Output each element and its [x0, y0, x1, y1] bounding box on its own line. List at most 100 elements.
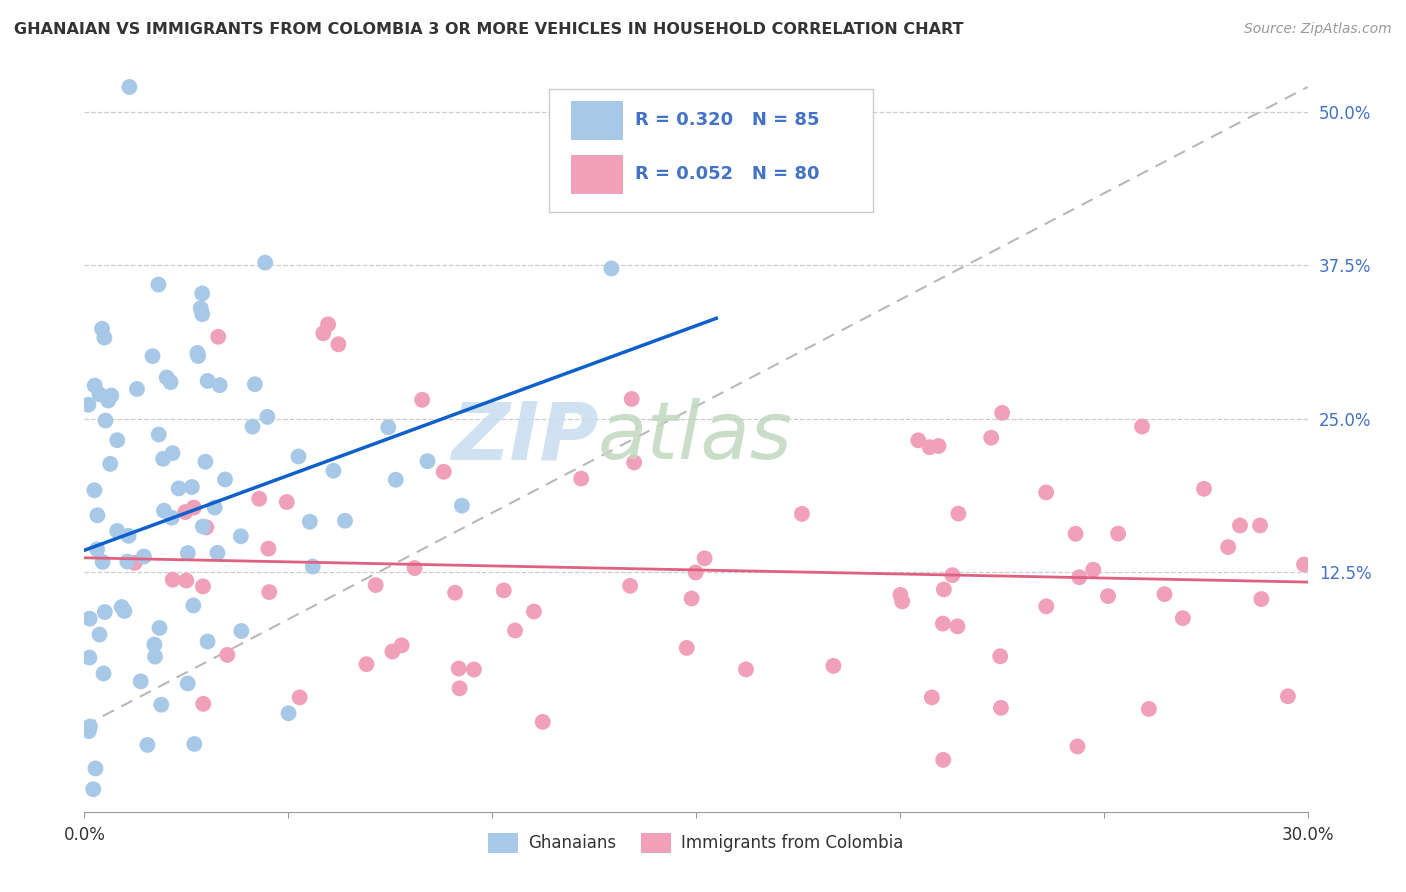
- Point: [167, 482, 190, 496]
- Point: [177, 546, 200, 560]
- Point: [177, 676, 200, 690]
- Point: [125, 382, 148, 396]
- Point: [117, 529, 139, 543]
- Point: [391, 638, 413, 652]
- Point: [129, 674, 152, 689]
- Point: [194, 455, 217, 469]
- Point: [569, 472, 592, 486]
- Legend: Ghanaians, Immigrants from Colombia: Ghanaians, Immigrants from Colombia: [481, 826, 911, 860]
- Point: [132, 549, 155, 564]
- Point: [463, 663, 485, 677]
- Point: [93, 666, 115, 681]
- Point: [932, 582, 955, 597]
- Point: [384, 473, 406, 487]
- Text: GHANAIAN VS IMMIGRANTS FROM COLOMBIA 3 OR MORE VEHICLES IN HOUSEHOLD CORRELATION: GHANAIAN VS IMMIGRANTS FROM COLOMBIA 3 O…: [14, 22, 963, 37]
- Point: [322, 464, 344, 478]
- Point: [150, 698, 173, 712]
- Point: [86, 542, 108, 557]
- Point: [991, 406, 1014, 420]
- Point: [444, 586, 467, 600]
- Point: [136, 738, 159, 752]
- Point: [1064, 526, 1087, 541]
- Point: [190, 301, 212, 316]
- Point: [356, 657, 378, 672]
- Point: [181, 599, 204, 613]
- Point: [932, 616, 955, 631]
- Point: [89, 627, 111, 641]
- Point: [187, 349, 209, 363]
- Point: [1192, 482, 1215, 496]
- Point: [416, 454, 439, 468]
- Point: [1137, 702, 1160, 716]
- Point: [214, 473, 236, 487]
- Point: [1292, 558, 1315, 572]
- Point: [364, 578, 387, 592]
- Point: [229, 529, 252, 543]
- Point: [79, 650, 101, 665]
- Point: [153, 504, 176, 518]
- Point: [675, 640, 697, 655]
- Point: [990, 701, 1012, 715]
- Point: [1250, 592, 1272, 607]
- Point: [254, 255, 277, 269]
- Point: [948, 507, 970, 521]
- Point: [118, 80, 141, 95]
- Point: [143, 638, 166, 652]
- Point: [204, 500, 226, 515]
- FancyBboxPatch shape: [550, 88, 873, 212]
- Point: [619, 579, 641, 593]
- Point: [148, 427, 170, 442]
- Point: [98, 457, 121, 471]
- Point: [160, 510, 183, 524]
- Point: [404, 561, 426, 575]
- Point: [503, 624, 526, 638]
- Point: [217, 648, 239, 662]
- Text: Source: ZipAtlas.com: Source: ZipAtlas.com: [1244, 22, 1392, 37]
- Point: [207, 546, 229, 560]
- Point: [183, 737, 205, 751]
- Point: [256, 409, 278, 424]
- Point: [191, 579, 214, 593]
- Point: [1035, 485, 1057, 500]
- Point: [159, 375, 181, 389]
- Point: [197, 374, 219, 388]
- Point: [1069, 570, 1091, 584]
- Point: [1216, 540, 1239, 554]
- Point: [174, 505, 197, 519]
- Point: [117, 555, 139, 569]
- Point: [988, 649, 1011, 664]
- Point: [243, 377, 266, 392]
- Point: [148, 817, 170, 831]
- Point: [231, 624, 253, 638]
- Point: [600, 261, 623, 276]
- Point: [333, 514, 356, 528]
- Point: [83, 378, 105, 392]
- Point: [921, 690, 943, 705]
- Point: [298, 515, 321, 529]
- Point: [191, 519, 214, 533]
- Point: [299, 817, 322, 831]
- Point: [152, 451, 174, 466]
- Point: [381, 644, 404, 658]
- Point: [823, 659, 845, 673]
- Y-axis label: 3 or more Vehicles in Household: 3 or more Vehicles in Household: [0, 313, 7, 561]
- Point: [1107, 526, 1129, 541]
- Point: [889, 588, 911, 602]
- Point: [124, 556, 146, 570]
- Point: [186, 346, 208, 360]
- Point: [316, 318, 339, 332]
- Point: [94, 817, 117, 831]
- Point: [242, 419, 264, 434]
- Point: [197, 634, 219, 648]
- Point: [259, 585, 281, 599]
- Point: [328, 337, 350, 351]
- Point: [1130, 419, 1153, 434]
- Point: [148, 277, 170, 292]
- Point: [377, 420, 399, 434]
- Point: [94, 413, 117, 427]
- Point: [195, 520, 218, 534]
- Point: [301, 559, 323, 574]
- Point: [450, 499, 472, 513]
- Point: [93, 331, 115, 345]
- Point: [447, 661, 470, 675]
